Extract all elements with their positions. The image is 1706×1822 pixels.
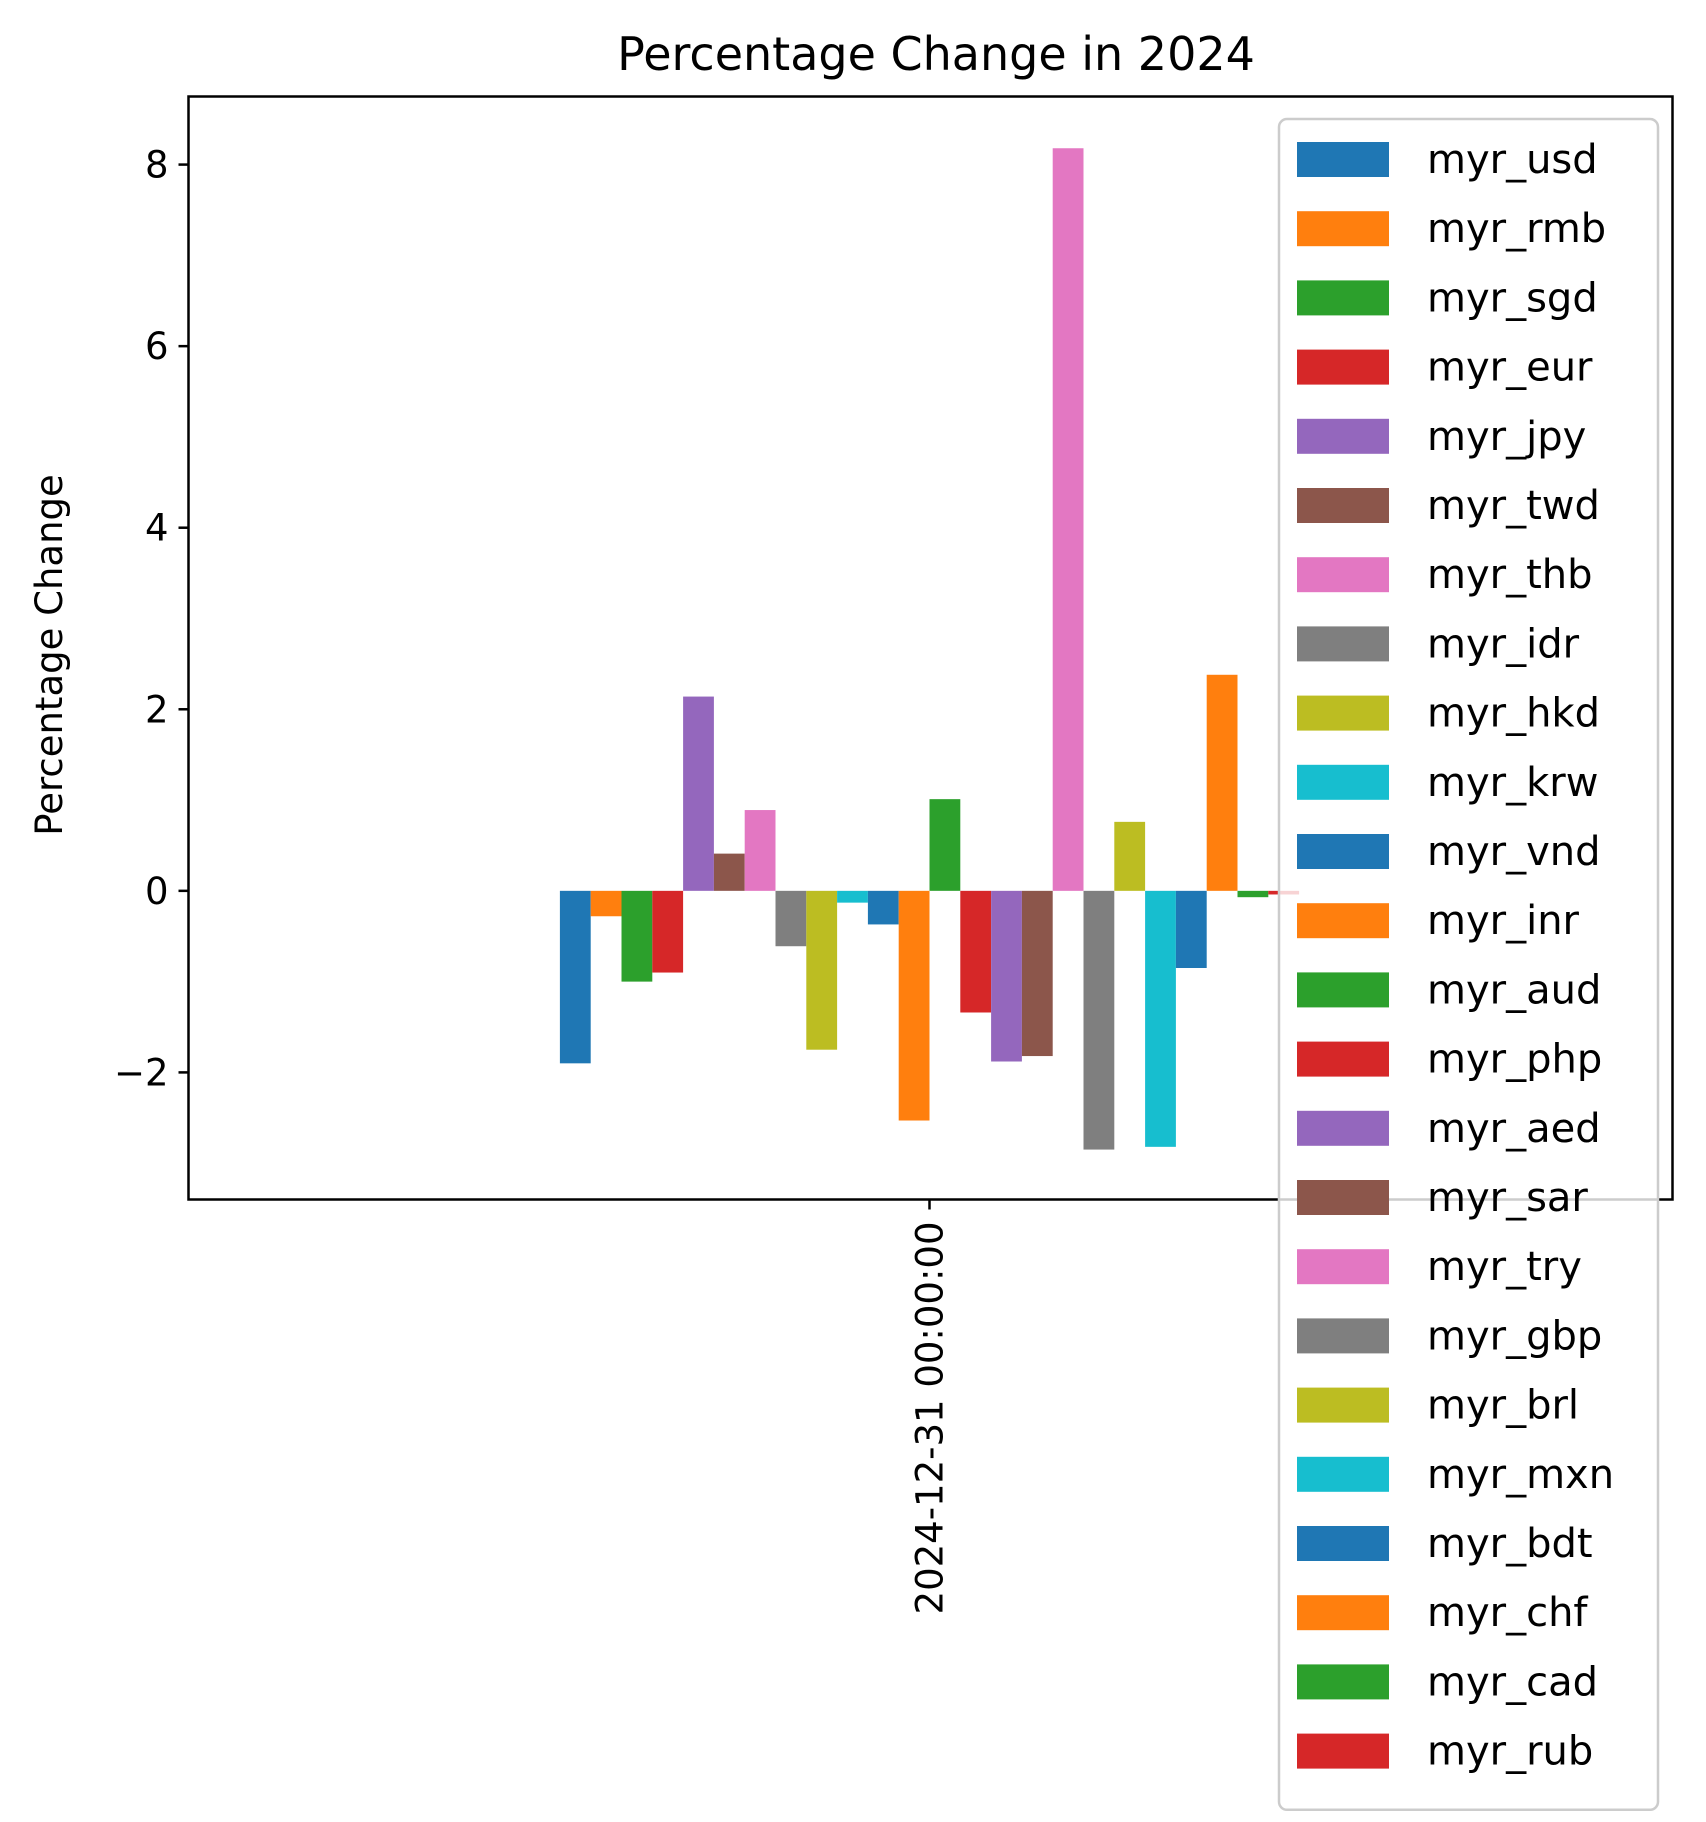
legend-swatch-myr_sar — [1297, 1180, 1389, 1215]
legend-swatch-myr_sgd — [1297, 280, 1389, 316]
legend-label-myr_sar: myr_sar — [1427, 1175, 1588, 1221]
legend-label-myr_usd: myr_usd — [1427, 137, 1598, 183]
y-tick-label: −2 — [114, 1051, 169, 1094]
legend-label-myr_php: myr_php — [1427, 1037, 1602, 1083]
legend-swatch-myr_hkd — [1297, 695, 1389, 731]
legend-swatch-myr_idr — [1297, 626, 1389, 662]
legend-swatch-myr_aed — [1297, 1110, 1389, 1146]
bar-myr_chf — [1206, 674, 1238, 891]
legend-swatch-myr_thb — [1297, 557, 1389, 593]
y-tick-label: 4 — [145, 507, 169, 550]
legend-label-myr_idr: myr_idr — [1427, 621, 1580, 667]
x-axis: 2024-12-31 00:00:00 — [909, 1199, 952, 1615]
bar-myr_aed — [991, 890, 1022, 1062]
legend-swatch-myr_php — [1297, 1041, 1389, 1077]
legend-label-myr_krw: myr_krw — [1427, 760, 1598, 806]
y-tick-label: 0 — [145, 870, 169, 913]
legend-swatch-myr_jpy — [1297, 418, 1389, 454]
bar-myr_sgd — [621, 890, 653, 982]
legend-label-myr_rub: myr_rub — [1427, 1729, 1593, 1775]
legend-swatch-myr_inr — [1297, 903, 1389, 939]
bar-myr_cad — [1237, 890, 1269, 898]
legend-swatch-myr_mxn — [1297, 1456, 1389, 1492]
bar-myr_thb — [744, 810, 776, 891]
legend-label-myr_vnd: myr_vnd — [1427, 829, 1601, 875]
legend-label-myr_cad: myr_cad — [1427, 1659, 1598, 1705]
legend-label-myr_chf: myr_chf — [1427, 1590, 1588, 1636]
legend-swatch-myr_usd — [1297, 142, 1389, 177]
legend-swatch-myr_eur — [1297, 349, 1389, 385]
bar-myr_sar — [1021, 890, 1053, 1057]
legend-swatch-myr_rmb — [1297, 211, 1389, 247]
legend-label-myr_mxn: myr_mxn — [1427, 1452, 1614, 1498]
y-tick-label: 8 — [145, 144, 169, 187]
bar-myr_jpy — [683, 696, 714, 891]
legend-label-myr_eur: myr_eur — [1427, 345, 1593, 391]
bar-myr_usd — [559, 890, 591, 1064]
bar-myr_php — [960, 890, 992, 1013]
bar-myr_bdt — [1175, 890, 1207, 968]
legend-swatch-myr_try — [1297, 1249, 1389, 1285]
bar-myr_rmb — [590, 890, 622, 917]
legend-swatch-myr_twd — [1297, 488, 1389, 523]
legend-swatch-myr_aud — [1297, 972, 1389, 1008]
y-axis-label: Percentage Change — [28, 474, 71, 836]
legend-label-myr_inr: myr_inr — [1427, 898, 1580, 944]
bars-layer — [559, 148, 1300, 1150]
y-tick-label: 2 — [145, 688, 169, 731]
legend-frame — [1277, 117, 1660, 1812]
bar-myr_brl — [1114, 821, 1146, 891]
legend: myr_usd myr_rmb myr_sgd myr_eur myr_jpy myr_t… — [1277, 117, 1660, 1812]
legend-swatch-myr_chf — [1297, 1595, 1389, 1631]
y-tick-label: 6 — [145, 325, 169, 368]
legend-swatch-myr_bdt — [1297, 1526, 1389, 1561]
legend-label-myr_sgd: myr_sgd — [1427, 275, 1598, 321]
legend-label-myr_jpy: myr_jpy — [1427, 414, 1586, 460]
bar-myr_mxn — [1145, 890, 1176, 1147]
legend-label-myr_gbp: myr_gbp — [1427, 1313, 1602, 1359]
legend-label-myr_bdt: myr_bdt — [1427, 1521, 1593, 1567]
bar-myr_try — [1052, 148, 1084, 891]
legend-label-myr_aed: myr_aed — [1427, 1106, 1601, 1152]
y-axis: −2 0 2 4 6 8 — [114, 144, 189, 1094]
legend-label-myr_hkd: myr_hkd — [1427, 691, 1600, 737]
bar-myr_hkd — [806, 890, 838, 1050]
bar-myr_krw — [837, 890, 868, 903]
bar-myr_inr — [898, 890, 930, 1121]
legend-label-myr_rmb: myr_rmb — [1427, 206, 1606, 252]
legend-swatch-myr_gbp — [1297, 1318, 1389, 1354]
chart-title: Percentage Change in 2024 — [617, 27, 1255, 81]
legend-label-myr_try: myr_try — [1427, 1244, 1582, 1290]
bar-myr_vnd — [867, 890, 899, 925]
legend-label-myr_twd: myr_twd — [1427, 483, 1600, 529]
legend-label-myr_aud: myr_aud — [1427, 967, 1601, 1013]
legend-swatch-myr_brl — [1297, 1387, 1389, 1423]
legend-swatch-myr_vnd — [1297, 834, 1389, 869]
legend-swatch-myr_rub — [1297, 1733, 1389, 1769]
bar-myr_gbp — [1083, 890, 1115, 1150]
x-tick-label: 2024-12-31 00:00:00 — [909, 1222, 952, 1615]
bar-myr_twd — [713, 853, 745, 891]
bar-myr_aud — [929, 799, 961, 891]
legend-swatch-myr_krw — [1297, 764, 1389, 800]
legend-label-myr_thb: myr_thb — [1427, 552, 1593, 598]
legend-label-myr_brl: myr_brl — [1427, 1383, 1579, 1429]
bar-myr_idr — [775, 890, 807, 947]
bar-myr_eur — [652, 890, 684, 973]
legend-swatch-myr_cad — [1297, 1664, 1389, 1700]
